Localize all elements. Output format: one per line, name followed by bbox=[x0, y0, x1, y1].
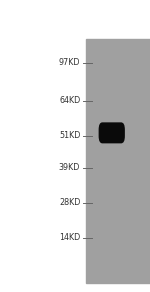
FancyBboxPatch shape bbox=[99, 122, 125, 143]
Bar bbox=[86, 39, 150, 283]
Text: 39KD: 39KD bbox=[59, 164, 80, 172]
Text: 51KD: 51KD bbox=[59, 131, 80, 140]
Text: 14KD: 14KD bbox=[59, 234, 80, 242]
Text: 97KD: 97KD bbox=[59, 58, 80, 67]
Text: 28KD: 28KD bbox=[59, 199, 80, 207]
Text: 64KD: 64KD bbox=[59, 96, 80, 105]
